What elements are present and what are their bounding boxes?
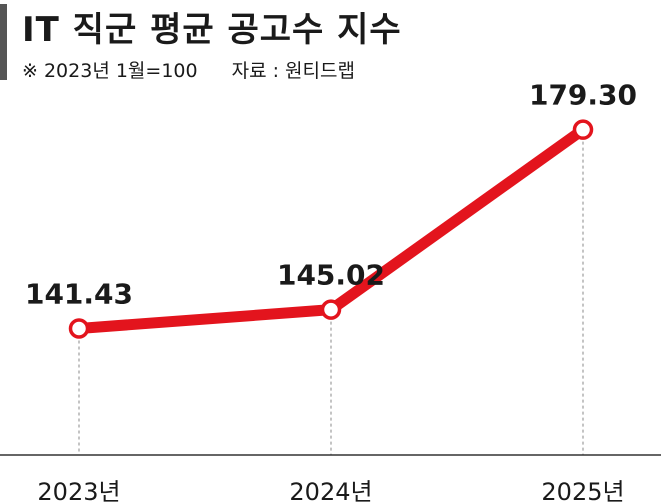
data-point-2 — [572, 119, 594, 140]
x-tick-label-2: 2025년 — [541, 478, 624, 504]
data-label-1: 145.02 — [277, 259, 385, 292]
data-point-1 — [320, 299, 342, 320]
chart-subtitle: ※ 2023년 1월=100 자료 : 원티드랩 — [22, 56, 355, 83]
title-accent-bar — [0, 4, 7, 80]
data-point-0 — [68, 318, 90, 339]
data-label-0: 141.43 — [25, 277, 133, 310]
data-label-2: 179.30 — [529, 79, 637, 112]
base-note: ※ 2023년 1월=100 — [22, 60, 198, 82]
series-line — [73, 124, 589, 334]
x-tick-label-0: 2023년 — [37, 478, 120, 504]
source-note: 자료 : 원티드랩 — [231, 60, 355, 82]
chart-title: IT 직군 평균 공고수 지수 — [22, 10, 402, 50]
x-tick-label-1: 2024년 — [289, 478, 372, 504]
